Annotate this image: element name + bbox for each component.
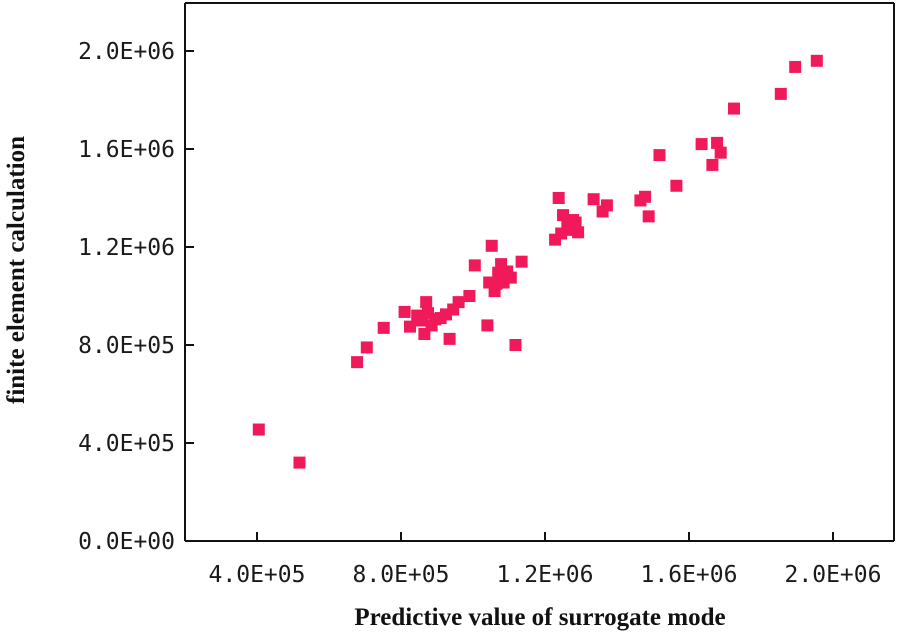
y-tick-label: 1.2E+06: [78, 235, 175, 261]
data-point: [360, 341, 373, 354]
data-point: [789, 60, 802, 73]
x-tick-label: 2.0E+06: [785, 562, 882, 588]
data-point: [714, 146, 727, 159]
data-point: [587, 193, 600, 206]
data-point: [351, 356, 364, 369]
x-tick-label: 4.0E+05: [209, 562, 306, 588]
data-point: [481, 319, 494, 332]
x-axis-ticks: 4.0E+05 8.0E+05 1.2E+06 1.6E+06 2.0E+06: [209, 532, 882, 588]
data-point: [552, 192, 565, 204]
data-point: [377, 321, 390, 334]
data-point: [398, 305, 411, 318]
data-point: [653, 149, 666, 162]
data-point: [463, 290, 476, 302]
data-point: [810, 54, 823, 67]
data-point: [404, 320, 416, 333]
data-points: [252, 54, 823, 469]
data-point: [600, 199, 613, 212]
y-tick-label: 1.6E+06: [78, 137, 175, 163]
data-point: [452, 296, 465, 309]
data-point: [515, 255, 528, 268]
data-point: [293, 456, 306, 469]
data-point: [468, 259, 481, 272]
data-point: [639, 190, 652, 203]
data-point: [509, 339, 522, 351]
data-point: [420, 296, 433, 309]
data-point: [504, 271, 517, 284]
data-point: [695, 138, 708, 151]
plot-frame: [184, 2, 895, 542]
data-point: [706, 158, 719, 171]
data-point: [728, 102, 740, 115]
data-point: [572, 226, 585, 239]
data-point: [711, 136, 724, 149]
data-point: [774, 87, 787, 100]
x-tick-label: 1.2E+06: [497, 562, 594, 588]
y-axis-title: finite element calculation: [3, 136, 30, 404]
y-axis-ticks: 0.0E+00 4.0E+05 8.0E+05 1.2E+06 1.6E+06 2.0E+…: [78, 39, 194, 555]
x-tick-label: 1.6E+06: [641, 562, 738, 588]
y-tick-label: 4.0E+05: [78, 431, 175, 457]
data-point: [485, 239, 498, 252]
x-tick-label: 8.0E+05: [353, 562, 450, 588]
data-point: [642, 210, 655, 223]
x-axis-title: Predictive value of surrogate mode: [354, 604, 725, 631]
y-tick-label: 0.0E+00: [78, 529, 175, 555]
data-point: [443, 332, 456, 345]
y-tick-label: 8.0E+05: [78, 333, 175, 359]
data-point: [670, 179, 683, 192]
data-point: [252, 423, 265, 436]
data-point: [569, 216, 582, 229]
y-tick-label: 2.0E+06: [78, 39, 175, 65]
